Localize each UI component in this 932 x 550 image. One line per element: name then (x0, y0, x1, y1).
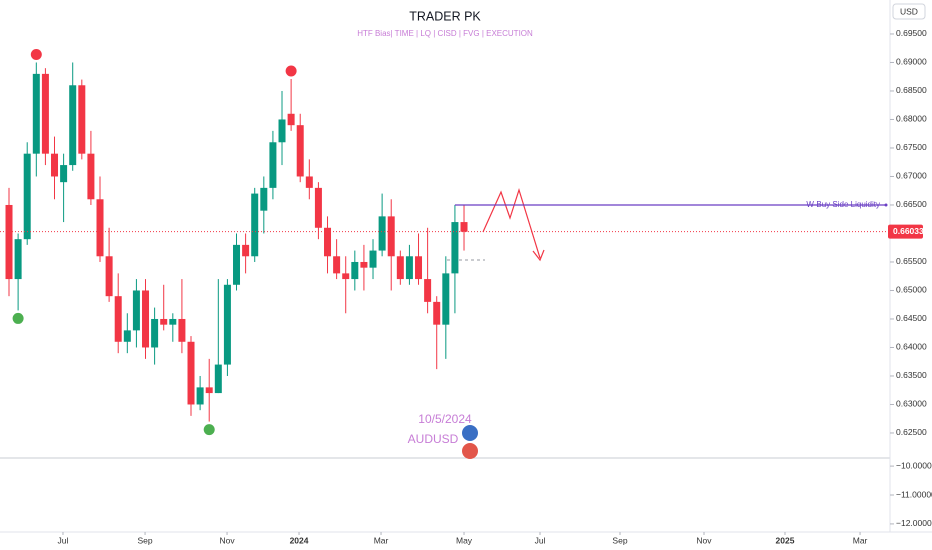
swing-marker (203, 424, 215, 436)
y-tick-label: 0.65500 (896, 256, 927, 266)
candle-body (269, 142, 277, 188)
candle-body (132, 290, 140, 331)
last-price-label: 0.66033 (893, 226, 924, 236)
candle-body (242, 244, 250, 257)
candle-body (5, 204, 13, 280)
candle-body (351, 261, 359, 280)
candle-body (405, 256, 413, 280)
candle-body (314, 187, 322, 228)
candle-body (205, 387, 213, 394)
candle-body (442, 273, 450, 325)
y-tick-label: 0.67000 (896, 171, 927, 181)
candle-body (87, 153, 95, 200)
flag-icon (462, 443, 478, 459)
candle-body (260, 187, 268, 211)
y-tick-label: 0.65000 (896, 285, 927, 295)
candle-body (251, 193, 259, 257)
level-label: W-Buy Side Liquidity (806, 200, 880, 209)
currency-box[interactable] (892, 3, 926, 20)
y-tick-label: −10.00000 (896, 460, 932, 470)
y-tick-label: 0.66500 (896, 199, 927, 209)
y-tick-label: 0.69500 (896, 28, 927, 38)
candle-body (396, 256, 404, 280)
candle-body (151, 318, 159, 348)
candle-body (278, 119, 286, 143)
symbol-label: AUDUSD (408, 432, 459, 446)
y-tick-label: −12.00000 (896, 518, 932, 528)
swing-marker (285, 65, 297, 77)
candle-body (433, 301, 441, 325)
candle-body (187, 341, 195, 405)
candle-body (41, 73, 49, 154)
candle-body (296, 125, 304, 177)
candle-body (23, 153, 31, 240)
candle-body (142, 290, 150, 348)
candle-body (378, 216, 386, 251)
candle-body (169, 318, 177, 325)
y-tick-label: 0.64500 (896, 313, 927, 323)
x-tick-label: May (456, 535, 473, 545)
candle-body (415, 256, 423, 280)
x-tick-label: Mar (374, 535, 389, 545)
chart-title: TRADER PK (409, 9, 481, 23)
y-tick-label: 0.64000 (896, 342, 927, 352)
candle-body (424, 279, 432, 302)
candle-body (233, 244, 241, 285)
candle-body (51, 153, 59, 177)
last-price-box (888, 224, 923, 239)
candle-body (387, 216, 395, 257)
candle-body (460, 222, 468, 232)
candle-body (160, 318, 168, 325)
currency-label: USD (900, 6, 918, 16)
candle-body (114, 296, 122, 342)
candle-body (324, 227, 332, 257)
y-tick-label: 0.62500 (896, 427, 927, 437)
candle-body (369, 250, 377, 268)
x-tick-label: Jul (535, 535, 546, 545)
x-tick-label: Nov (696, 535, 712, 545)
x-tick-label: Nov (219, 535, 235, 545)
candle-body (214, 364, 222, 394)
candle-body (69, 85, 77, 166)
y-tick-label: 0.69000 (896, 57, 927, 67)
y-tick-label: 0.63000 (896, 399, 927, 409)
level-dot (884, 203, 888, 207)
candle-body (305, 176, 313, 188)
flag-icon (462, 425, 478, 441)
candle-body (60, 165, 68, 183)
x-tick-label: 2025 (776, 535, 795, 545)
x-tick-label: Sep (137, 535, 152, 545)
x-tick-label: Mar (853, 535, 868, 545)
candle-body (96, 199, 104, 257)
chart-subtitle: HTF Bias| TIME | LQ | CISD | FVG | EXECU… (357, 29, 533, 38)
candle-body (360, 261, 368, 268)
candle-body (14, 239, 22, 280)
y-tick-label: 0.68500 (896, 85, 927, 95)
candle-body (287, 113, 295, 126)
candle-body (342, 273, 350, 280)
y-tick-label: 0.63500 (896, 370, 927, 380)
x-tick-label: Sep (612, 535, 627, 545)
date-note: 10/5/2024 (418, 412, 472, 426)
y-tick-label: −11.00000 (896, 489, 932, 499)
candle-body (123, 330, 131, 342)
candle-body (32, 73, 40, 154)
x-tick-label: 2024 (290, 535, 309, 545)
y-tick-label: 0.67500 (896, 142, 927, 152)
candle-body (333, 256, 341, 274)
candle-body (196, 387, 204, 405)
candle-body (105, 256, 113, 297)
candle-body (223, 284, 231, 365)
y-tick-label: 0.68000 (896, 114, 927, 124)
swing-marker (12, 312, 24, 324)
candle-body (78, 85, 86, 154)
candle-body (178, 318, 186, 342)
candle-body (451, 222, 459, 274)
swing-marker (30, 48, 42, 60)
x-tick-label: Jul (58, 535, 69, 545)
